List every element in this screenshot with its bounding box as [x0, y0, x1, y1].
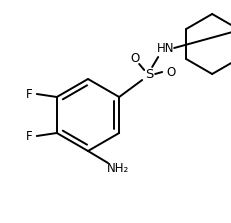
Text: O: O — [131, 52, 140, 66]
Text: S: S — [145, 68, 153, 81]
Text: O: O — [167, 66, 176, 78]
Text: F: F — [25, 130, 32, 142]
Text: NH₂: NH₂ — [107, 161, 129, 175]
Text: F: F — [25, 87, 32, 101]
Text: HN: HN — [156, 43, 174, 56]
